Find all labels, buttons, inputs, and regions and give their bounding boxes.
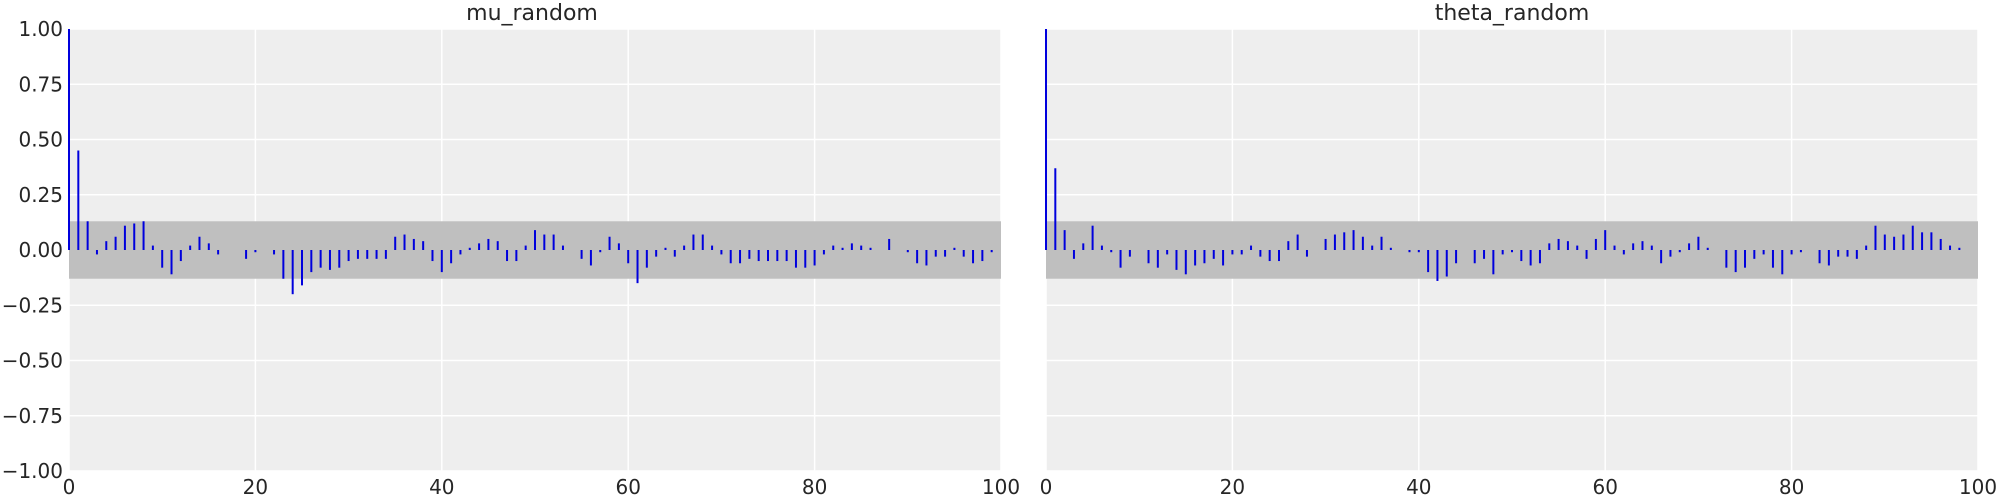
mu-random-y-tick-label: 1.00 (18, 17, 63, 41)
mu-random-x-tick-label: 0 (63, 475, 76, 499)
mu-random-y-tick-label: 0.50 (18, 128, 63, 152)
mu-random-y-tick-label: 0.00 (18, 238, 63, 262)
mu-random-x-tick-label: 100 (982, 475, 1020, 499)
theta-random-x-tick-label: 80 (1779, 475, 1804, 499)
mu-random-y-tick-label: −0.25 (2, 293, 63, 317)
mu-random-y-tick-label: −1.00 (2, 459, 63, 483)
mu-random-y-tick-label: −0.50 (2, 349, 63, 373)
mu-random-title: mu_random (466, 1, 598, 26)
theta-random-x-tick-label: 0 (1040, 475, 1053, 499)
mu-random-x-tick-label: 80 (802, 475, 827, 499)
mu-random-x-tick-label: 20 (243, 475, 268, 499)
mu-random-y-tick-label: 0.25 (18, 183, 63, 207)
theta-random-title: theta_random (1435, 1, 1590, 26)
theta-random-x-tick-label: 100 (1959, 475, 1997, 499)
mu-random-x-tick-label: 40 (429, 475, 454, 499)
mu-random-y-tick-label: −0.75 (2, 404, 63, 428)
theta-random-x-tick-label: 40 (1406, 475, 1431, 499)
theta-random-x-tick-label: 60 (1592, 475, 1617, 499)
mu-random-x-tick-label: 60 (615, 475, 640, 499)
theta-random-panel: theta_random 0 20 40 60 80 100 (1040, 1, 1997, 499)
mu-random-panel: mu_random 0 20 40 60 80 100 −1.00 −0.75 −0.50 −0.… (2, 1, 1020, 499)
mu-random-y-tick-label: 0.75 (18, 72, 63, 96)
theta-random-x-tick-label: 20 (1220, 475, 1245, 499)
